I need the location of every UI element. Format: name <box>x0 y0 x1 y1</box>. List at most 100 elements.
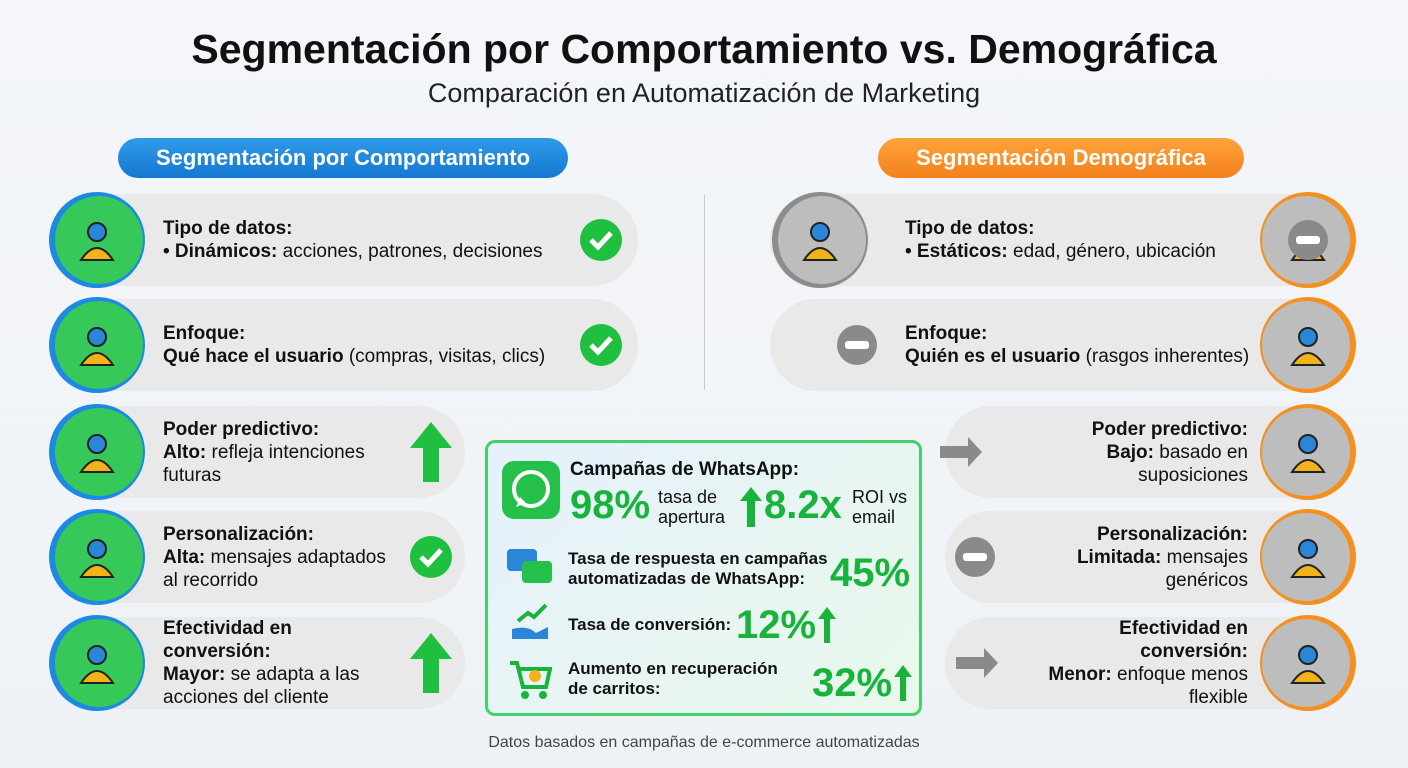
icon-circle <box>1260 509 1356 605</box>
icon-glyph <box>79 434 115 473</box>
indicator-up <box>410 422 452 482</box>
row-bold: • Estáticos: <box>905 241 1008 262</box>
row-bold: Bajo: <box>1106 441 1154 463</box>
row-heading: Efectividad en conversión: <box>163 618 292 662</box>
chat-icon <box>507 549 552 583</box>
row-line: Mayor: se adapta a las acciones del clie… <box>163 663 403 709</box>
response-value: 45% <box>830 551 911 595</box>
row-heading: Tipo de datos: <box>163 218 293 239</box>
icon-circle <box>49 509 145 605</box>
icon-glyph <box>79 645 115 684</box>
carts-label: Aumento en recuperación de carritos: <box>568 659 778 698</box>
row-bold: • Dinámicos: <box>163 241 278 262</box>
row-heading: Personalización: <box>163 523 314 545</box>
row-bold: Alta: <box>163 546 206 568</box>
indicator-check <box>580 219 622 261</box>
icon-glyph <box>1290 539 1326 578</box>
row-heading: Poder predictivo: <box>163 418 320 440</box>
row-bold: Limitada: <box>1076 546 1162 568</box>
indicator-minus <box>955 537 995 577</box>
footer: Datos basados en campañas de e-commerce … <box>488 734 920 751</box>
icon-glyph <box>1290 645 1326 684</box>
divider <box>704 195 705 390</box>
icon-circle <box>1260 297 1356 393</box>
row-pill <box>62 194 638 286</box>
response-label: Tasa de respuesta en campañas automatiza… <box>568 549 828 588</box>
row-bold: Qué hace el usuario <box>163 346 344 367</box>
whatsapp-title: Campañas de WhatsApp: <box>570 459 800 480</box>
row-line: Limitada: mensajes genéricos <box>1008 546 1248 592</box>
cart-icon <box>510 661 552 699</box>
indicator-up <box>410 633 452 693</box>
row-heading: Efectividad en conversión: <box>1119 618 1248 662</box>
row-pill <box>62 299 638 391</box>
indicator-check <box>410 536 452 578</box>
roi: 8.2x <box>764 483 842 527</box>
up-arrow <box>894 665 912 701</box>
open-rate-label: tasa de apertura <box>658 487 726 527</box>
icon-circle <box>49 404 145 500</box>
indicator-check <box>580 324 622 366</box>
row-text: Tipo de datos: • Dinámicos: acciones, pat… <box>163 217 583 263</box>
conversion-value: 12% <box>736 603 817 647</box>
icon-circle <box>49 297 145 393</box>
row-text: Efectividad en conversión: Mayor: se adap… <box>163 617 403 709</box>
icon-glyph <box>79 539 115 578</box>
row-text: Poder predictivo: Bajo: basado en suposic… <box>1008 418 1248 487</box>
roi-label: ROI vs email <box>852 487 908 527</box>
row-text: Efectividad en conversión: Menor: enfoque… <box>1008 617 1248 709</box>
up-arrow <box>740 487 762 527</box>
row-text: Enfoque: Quién es el usuario (rasgos inhe… <box>905 322 1255 368</box>
row-detail: edad, género, ubicación <box>1013 241 1216 262</box>
row-line: • Estáticos: edad, género, ubicación <box>905 240 1255 263</box>
icon-circle <box>772 192 868 288</box>
whatsapp-icon <box>502 461 560 519</box>
row-heading: Poder predictivo: <box>1091 418 1248 440</box>
row-heading: Enfoque: <box>163 323 246 344</box>
right-badge: Segmentación Demográfica <box>878 138 1244 178</box>
row-text: Poder predictivo: Alto: refleja intencion… <box>163 418 403 487</box>
icon-circle <box>1260 404 1356 500</box>
icon-glyph <box>1290 327 1326 366</box>
row-bold: Mayor: <box>163 664 226 685</box>
row-heading: Personalización: <box>1097 523 1248 545</box>
row-detail: se adapta a las acciones del cliente <box>163 664 360 708</box>
row-detail: refleja intenciones futuras <box>163 441 365 486</box>
indicator-right <box>956 648 998 678</box>
row-detail: mensajes genéricos <box>1165 546 1248 591</box>
row-heading: Enfoque: <box>905 323 988 344</box>
row-detail: mensajes adaptados al recorrido <box>163 546 386 591</box>
row-line: Alto: refleja intenciones futuras <box>163 441 403 487</box>
row-detail: (compras, visitas, clics) <box>348 346 546 367</box>
row-line: Quién es el usuario (rasgos inherentes) <box>905 345 1255 368</box>
row-line: Menor: enfoque menos flexible <box>1008 663 1248 709</box>
indicator-minus <box>1288 220 1328 260</box>
conversion-icon <box>512 603 548 639</box>
row-bold: Quién es el usuario <box>905 346 1081 367</box>
row-text: Tipo de datos: • Estáticos: edad, género,… <box>905 217 1255 263</box>
row-text: Personalización: Limitada: mensajes genér… <box>1008 523 1248 592</box>
icon-glyph <box>802 222 838 261</box>
open-rate: 98% <box>570 483 651 527</box>
icon-circle <box>1260 615 1356 711</box>
row-text: Personalización: Alta: mensajes adaptados… <box>163 523 403 592</box>
indicator-right <box>940 437 982 467</box>
left-badge: Segmentación por Comportamiento <box>118 138 568 178</box>
row-line: • Dinámicos: acciones, patrones, decisio… <box>163 240 583 263</box>
icon-circle <box>49 192 145 288</box>
icon-circle <box>49 615 145 711</box>
icon-glyph <box>79 222 115 261</box>
row-detail: enfoque menos flexible <box>1117 664 1248 708</box>
row-detail: (rasgos inherentes) <box>1085 346 1250 367</box>
row-detail: acciones, patrones, decisiones <box>282 241 543 262</box>
row-bold: Alto: <box>163 441 207 463</box>
row-bold: Menor: <box>1048 664 1112 685</box>
title: Segmentación por Comportamiento vs. Demo… <box>191 26 1217 72</box>
up-arrow <box>818 607 836 643</box>
row-line: Qué hace el usuario (compras, visitas, c… <box>163 345 583 368</box>
conversion-label: Tasa de conversión: <box>568 615 732 634</box>
row-detail: basado en suposiciones <box>1138 441 1248 486</box>
row-heading: Tipo de datos: <box>905 218 1035 239</box>
row-line: Bajo: basado en suposiciones <box>1008 441 1248 487</box>
